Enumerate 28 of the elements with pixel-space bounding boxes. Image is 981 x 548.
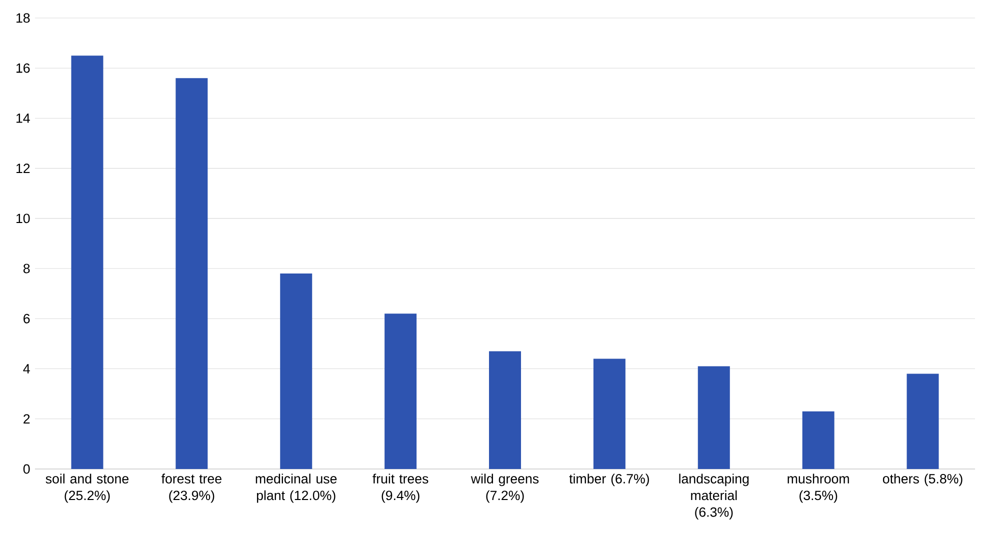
y-tick-label: 16	[16, 63, 30, 73]
y-tick-label: 0	[23, 464, 30, 474]
bar	[280, 274, 312, 469]
bar	[71, 56, 104, 469]
x-tick-label: fruit trees (9.4%)	[372, 474, 428, 503]
bar	[593, 358, 626, 469]
bar	[698, 366, 730, 469]
y-tick-label: 4	[23, 364, 30, 374]
y-tick-label: 8	[23, 264, 30, 274]
x-tick-label: forest tree (23.9%)	[161, 474, 222, 503]
bar	[906, 374, 939, 469]
y-tick-label: 18	[16, 13, 30, 23]
y-tick-label: 6	[24, 314, 30, 324]
y-tick-label: 14	[16, 114, 30, 123]
x-tick-label: landscaping material (6.3%)	[679, 474, 749, 520]
x-tick-label: soil and stone (25.2%)	[46, 474, 128, 503]
bar	[176, 78, 208, 469]
x-tick-label: timber (6.7%)	[569, 474, 649, 486]
y-tick-label: 12	[16, 164, 30, 173]
x-tick-label: others (5.8%)	[882, 474, 962, 486]
x-tick-label: mushroom (3.5%)	[788, 474, 849, 503]
y-tick-label: 10	[16, 214, 30, 224]
bar	[384, 314, 417, 469]
x-tick-label: wild greens (7.2%)	[470, 474, 539, 503]
x-tick-label: medicinal use plant (12.0%)	[256, 474, 337, 503]
y-tick-label: 2	[24, 414, 30, 424]
bar	[489, 351, 522, 469]
bar	[802, 411, 834, 469]
